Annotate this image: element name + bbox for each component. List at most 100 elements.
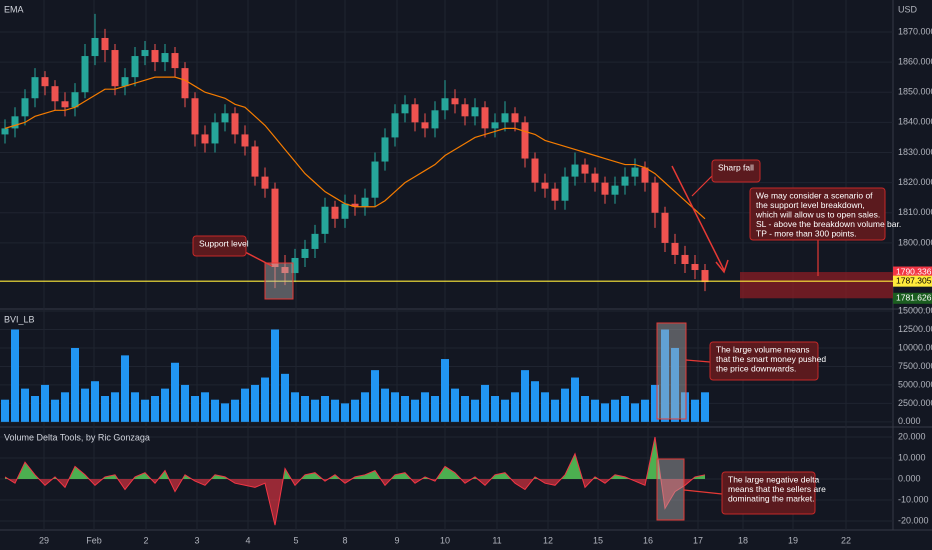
candle-body [351, 203, 359, 207]
volume-bar [681, 392, 689, 422]
highlight-box [656, 322, 687, 420]
candle-body [561, 176, 569, 201]
annotation-text: TP - more than 300 points. [756, 228, 856, 238]
candle-body [641, 167, 649, 183]
y-tick-label: 1800.000 [898, 237, 932, 247]
candle-body [201, 134, 209, 144]
volume-bar [381, 388, 389, 422]
volume-bar [551, 399, 559, 422]
candle-body [21, 98, 29, 117]
candle-body [91, 37, 99, 57]
annotation-text: The large volume means [716, 344, 810, 354]
volume-bar [261, 377, 269, 422]
annotation-text: The large negative delta [728, 474, 819, 484]
y-tick-label: 0.000 [898, 473, 921, 483]
candle-body [621, 176, 629, 186]
arrow [691, 175, 713, 197]
y-tick-label: 0.000 [898, 416, 921, 426]
volume-bar [331, 399, 339, 422]
volume-bar [141, 399, 149, 422]
price-tag [893, 266, 932, 278]
volume-bar [531, 381, 539, 422]
candle-body [531, 158, 539, 183]
marks [0, 13, 893, 526]
candle-body [501, 113, 509, 123]
volume-bar [111, 392, 119, 422]
volume-bar [81, 388, 89, 422]
y-tick-label: 1870.000 [898, 26, 932, 36]
volume-bar [601, 403, 609, 422]
candle-body [31, 77, 39, 99]
candle-body [691, 264, 699, 271]
volume-bar [311, 399, 319, 422]
candle-body [481, 107, 489, 129]
volume-bar [31, 396, 39, 422]
y-tick-label: 1820.000 [898, 177, 932, 187]
y-tick-label: -10.000 [898, 494, 929, 504]
candle-body [211, 122, 219, 144]
volume-bar [201, 392, 209, 422]
volume-bar [251, 384, 259, 422]
candle-body [151, 50, 159, 63]
annotation-text: SL - above the breakdown volume bar. [756, 219, 901, 229]
x-tick-label: 22 [841, 535, 851, 545]
volume-bar [421, 392, 429, 422]
x-tick-label: 29 [39, 535, 49, 545]
candle-body [471, 107, 479, 117]
ema-line [4, 76, 706, 220]
volume-bar [191, 396, 199, 422]
x-tick-label: 9 [394, 535, 399, 545]
candle-body [611, 185, 619, 195]
annotation-text: dominating the market. [728, 493, 814, 503]
volume-bar [161, 388, 169, 422]
volume-bar [221, 403, 229, 422]
candle-body [591, 173, 599, 183]
x-tick-label: 18 [738, 535, 748, 545]
candle-body [221, 113, 229, 123]
y-tick-label: 1860.000 [898, 56, 932, 66]
volume-bar [231, 399, 239, 422]
volume-bar [171, 362, 179, 422]
volume-bar [641, 399, 649, 422]
volume-bar [321, 396, 329, 422]
volume-bar [611, 399, 619, 422]
delta-positive-area [5, 437, 705, 479]
candle-body [281, 267, 289, 274]
volume-bar [361, 392, 369, 422]
candle-body [461, 104, 469, 117]
candle-body [301, 248, 309, 258]
pane-title: Volume Delta Tools, by Ric Gonzaga [4, 432, 150, 442]
volume-bar [491, 396, 499, 422]
candle-body [291, 257, 299, 274]
candle-body [581, 164, 589, 174]
candle-body [171, 53, 179, 69]
candle-body [321, 206, 329, 234]
candle-body [701, 270, 709, 283]
candle-body [1, 128, 9, 135]
annotation-text: Support level [199, 238, 249, 248]
highlights [244, 165, 819, 521]
price-tag-label: 1781.626 [896, 293, 932, 303]
x-tick-label: Feb [86, 535, 102, 545]
candle-body [271, 188, 279, 268]
volume-bar [411, 399, 419, 422]
arrow [671, 165, 725, 271]
volume-bar [281, 373, 289, 422]
price-tag-label: 1787.305 [896, 275, 932, 285]
y-tick-label: 1840.000 [898, 117, 932, 127]
price-tag-label: 1790.336 [896, 266, 932, 276]
volume-bar [131, 392, 139, 422]
candle-body [671, 242, 679, 255]
volume-bar [581, 396, 589, 422]
candle-body [601, 182, 609, 195]
candle-body [401, 104, 409, 114]
candle-body [421, 122, 429, 129]
volume-bar [691, 399, 699, 422]
annotation-text: that the smart money pushed [716, 354, 826, 364]
volume-bar [291, 392, 299, 422]
pane-title: EMA [4, 4, 24, 14]
arrow [685, 359, 711, 363]
candle-body [371, 161, 379, 198]
volume-bar [121, 355, 129, 422]
